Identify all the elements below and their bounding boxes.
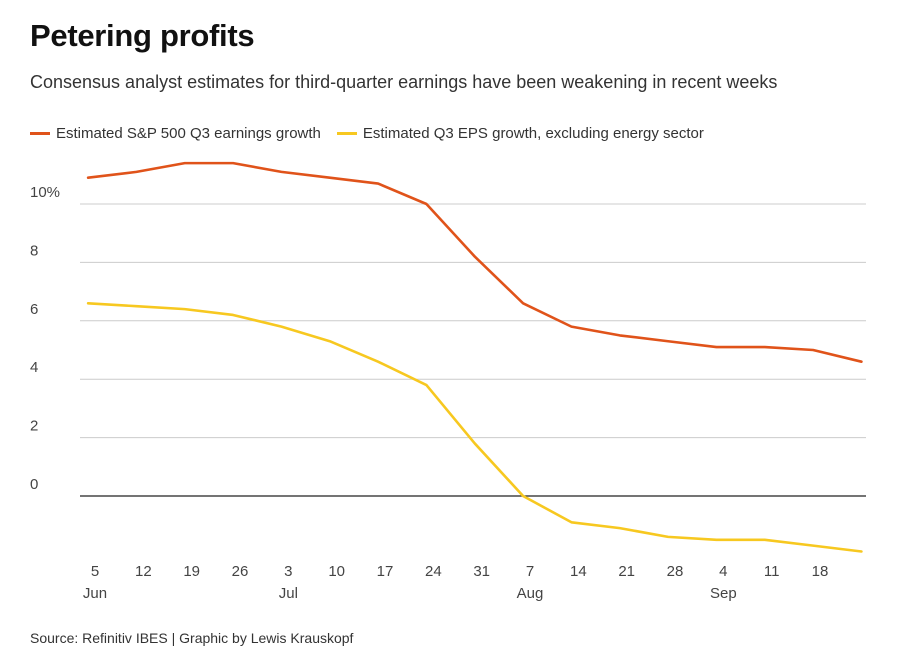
x-tick-label: 18 [812,563,829,580]
x-tick-label: 10 [328,563,345,580]
x-tick-label: 3 [284,563,292,580]
legend-item-sp500: Estimated S&P 500 Q3 earnings growth [30,125,321,142]
chart-title: Petering profits [30,18,255,53]
x-tick-month-label: Sep [710,585,737,602]
legend-swatch-sp500 [30,132,50,135]
y-tick-label: 0 [30,476,38,493]
chart-subtitle: Consensus analyst estimates for third-qu… [30,72,778,92]
legend-item-ex-energy: Estimated Q3 EPS growth, excluding energ… [336,125,704,142]
x-tick-label: 21 [618,563,635,580]
x-tick-label: 11 [764,563,780,580]
y-tick-label: 6 [30,301,38,318]
x-tick-label: 19 [183,563,200,580]
x-tick-month-label: Jun [83,585,107,602]
x-tick-label: 7 [526,563,534,580]
x-tick-label: 17 [377,563,394,580]
source-note: Source: Refinitiv IBES | Graphic by Lewi… [30,630,354,646]
legend-label-ex-energy: Estimated Q3 EPS growth, excluding energ… [362,125,704,142]
legend-swatch-ex-energy [336,132,357,135]
legend: Estimated S&P 500 Q3 earnings growth Est… [30,125,720,142]
x-tick-month-label: Jul [279,585,298,602]
series-line-ex-energy [86,301,863,553]
x-tick-label: 26 [232,563,249,580]
x-tick-label: 4 [719,563,727,580]
x-tick-label: 24 [425,563,442,580]
x-tick-label: 28 [667,563,684,580]
legend-label-sp500: Estimated S&P 500 Q3 earnings growth [56,125,321,142]
y-tick-label: 10% [30,184,60,201]
x-tick-label: 12 [135,563,152,580]
y-tick-label: 2 [30,418,38,435]
x-tick-label: 5 [91,563,99,580]
x-tick-month-label: Aug [517,585,544,602]
x-tick-label: 31 [473,563,490,580]
y-tick-label: 4 [30,359,38,376]
series-line-sp500 [86,161,863,363]
x-tick-label: 14 [570,563,587,580]
y-tick-label: 8 [30,242,38,259]
